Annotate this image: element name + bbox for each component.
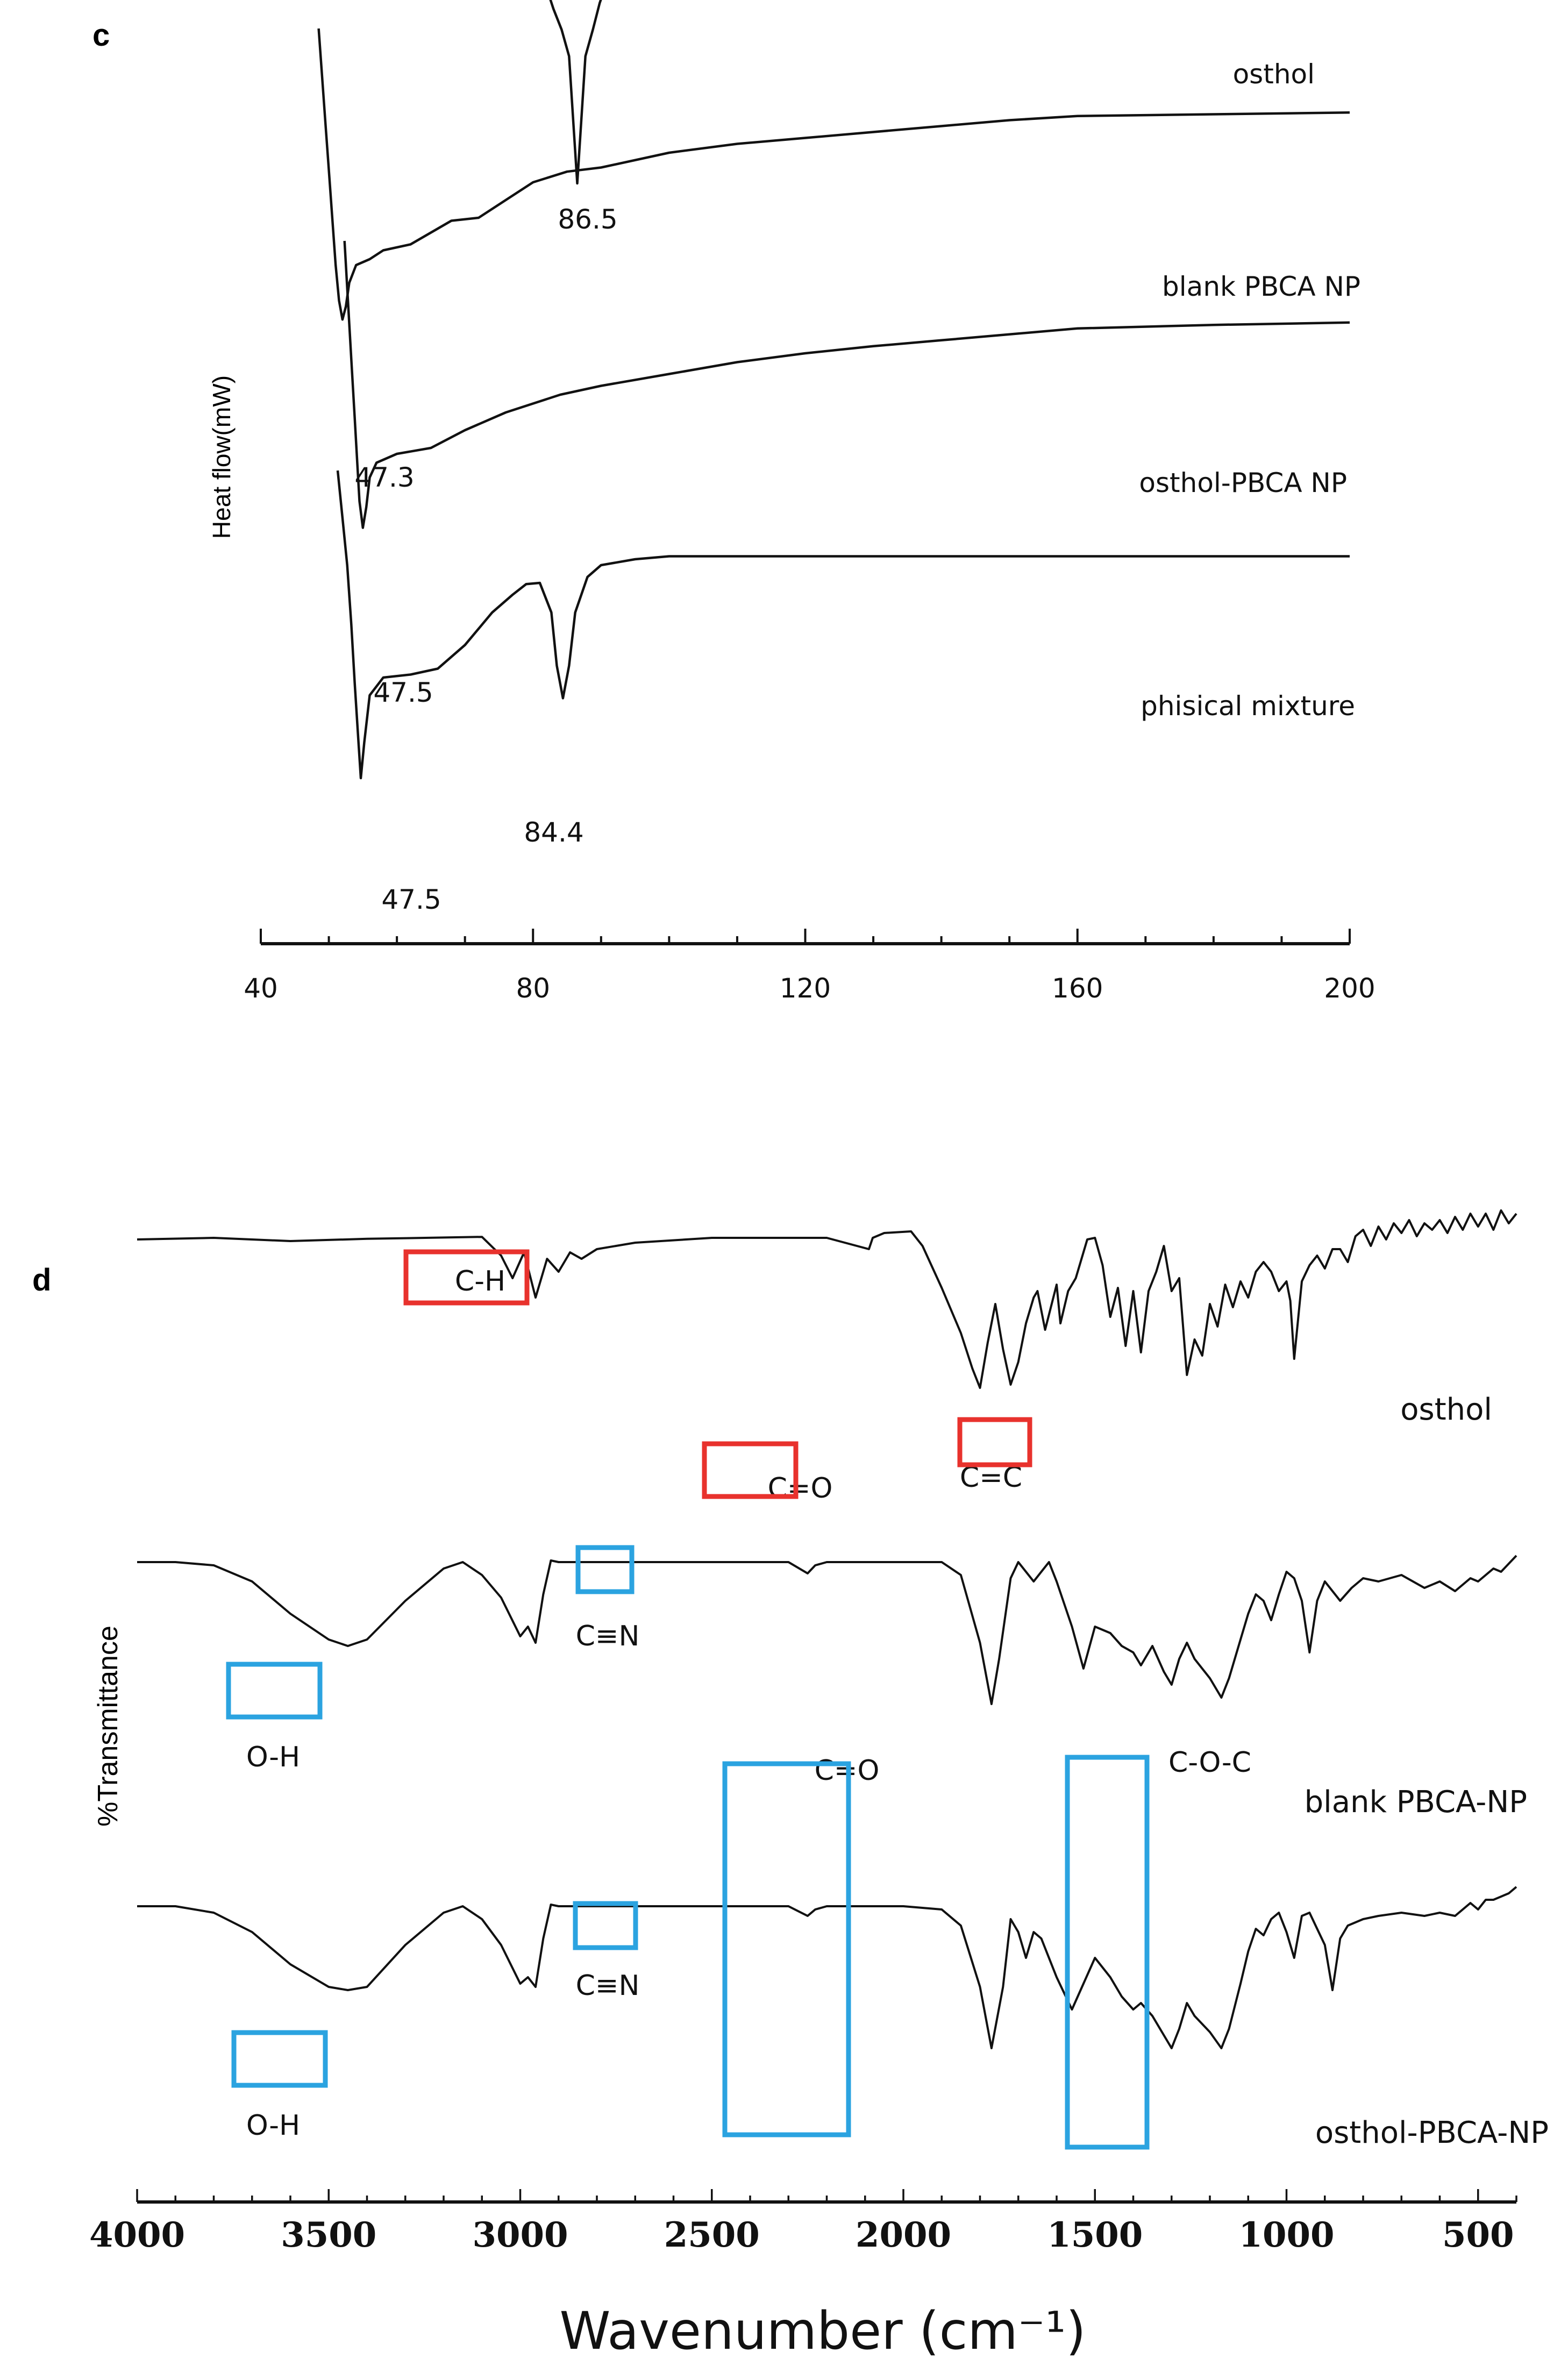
x-tick-label: 2000 <box>856 2215 951 2255</box>
peak-label: 84.4 <box>524 817 583 848</box>
x-tick-label: 2500 <box>664 2215 760 2255</box>
peak-label: 47.5 <box>381 884 441 915</box>
x-tick-label: 3500 <box>281 2215 376 2255</box>
panel-label-c: c <box>92 18 110 53</box>
band-label-c-n: C≡N <box>576 1970 640 2002</box>
legend-label-blank-pbca-np: blank PBCA-NP <box>1305 1785 1527 1820</box>
band-box-o-h <box>231 2030 328 2088</box>
legend-label-phisical-mixture: phisical mixture <box>1141 690 1355 722</box>
x-tick-label: 500 <box>1442 2215 1514 2255</box>
band-box-c-c <box>957 1417 1032 1467</box>
x-tick-label: 1500 <box>1047 2215 1143 2255</box>
series-line-osthol-pbca-np <box>343 240 1350 529</box>
series-line-blank-pbca-np <box>137 1555 1517 1705</box>
ftir-chart: d %Transmittance 4000 3500 3000 2500 2000 150… <box>32 1209 1549 2359</box>
legend-label-osthol-pbca-np: osthol-PBCA NP <box>1139 467 1347 498</box>
y-axis-label: Heat flow(mW) <box>208 375 236 539</box>
x-tick-label: 4000 <box>89 2215 185 2255</box>
x-tick-label: 1000 <box>1238 2215 1334 2255</box>
band-box-c-o <box>702 1441 799 1499</box>
series-line-osthol-pbca-np <box>137 1886 1517 2049</box>
peak-label: 47.3 <box>354 462 414 493</box>
band-label-c-n: C≡N <box>576 1620 640 1652</box>
dsc-chart: c Heat flow(mW) 40 80 120 160 200 osthol 86.5… <box>92 0 1375 1004</box>
x-tick-label: 160 <box>1052 973 1103 1004</box>
x-tick-label: 40 <box>244 973 278 1004</box>
band-box-c-n <box>573 1901 638 1950</box>
x-axis: 4000 3500 3000 2500 2000 1500 1000 500 Wavenumbe… <box>89 2189 1517 2359</box>
series-line-phisical-mixture <box>336 470 1350 780</box>
x-tick-label: 80 <box>516 973 550 1004</box>
legend-label-osthol: osthol <box>1400 1392 1492 1427</box>
series-line-blank-pbca-np <box>317 28 1350 321</box>
legend-label-osthol-pbca-np: osthol-PBCA-NP <box>1315 2115 1549 2150</box>
series-line-osthol <box>549 0 602 185</box>
legend-label-blank-pbca-np: blank PBCA NP <box>1162 271 1360 302</box>
series-line-osthol <box>137 1209 1517 1389</box>
band-label-c-o-c: C-O-C <box>1168 1747 1251 1779</box>
band-box-o-h <box>226 1662 323 1720</box>
series-group: osthol 86.5 blank PBCA NP 47.3 osthol-PBCA N… <box>317 0 1360 915</box>
band-label-o-h: O-H <box>246 1741 300 1773</box>
peak-label: 47.5 <box>373 677 433 708</box>
x-axis: 40 80 120 160 200 <box>244 929 1375 1004</box>
band-box-c-h <box>403 1249 530 1306</box>
annotation-boxes <box>226 1249 1150 2150</box>
band-label-c-h: C-H <box>455 1265 505 1298</box>
band-label-c-o: C=O <box>768 1472 833 1505</box>
band-box-c-n <box>575 1545 635 1594</box>
band-box-c-o <box>722 1761 851 2137</box>
panel-label-d: d <box>32 1263 51 1298</box>
x-tick-label: 200 <box>1324 973 1375 1004</box>
band-box-c-o-c <box>1065 1755 1150 2150</box>
x-axis-label: Wavenumber (cm⁻¹) <box>559 2301 1086 2359</box>
peak-label: 86.5 <box>558 204 617 235</box>
legend-label-osthol: osthol <box>1233 59 1315 90</box>
y-axis-label: %Transmittance <box>92 1626 124 1827</box>
x-tick-label: 120 <box>780 973 831 1004</box>
band-label-o-h: O-H <box>246 2109 300 2142</box>
x-tick-label: 3000 <box>472 2215 568 2255</box>
